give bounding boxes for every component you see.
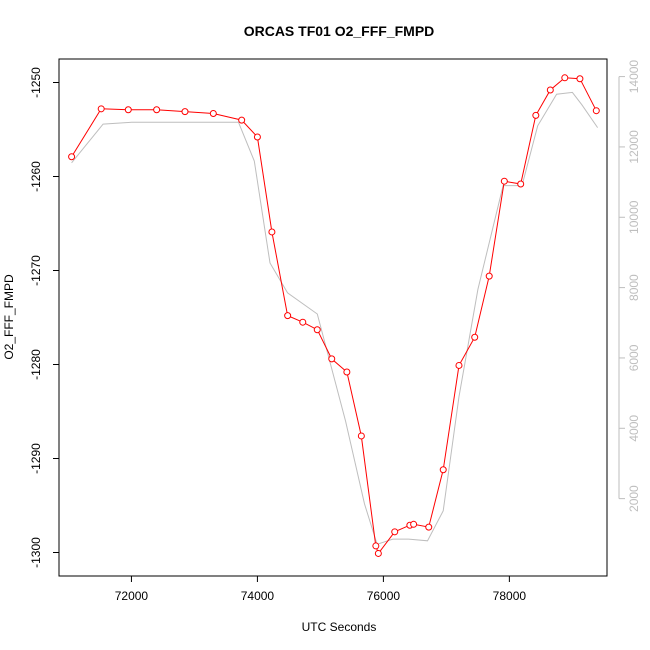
plot-area-frame bbox=[58, 58, 608, 577]
y-axis: -1250 -1260 -1270 -1280 -1290 -1300 bbox=[29, 67, 59, 568]
y-tick-label: -1280 bbox=[29, 349, 43, 380]
series-layer bbox=[68, 74, 600, 557]
y2-tick-label: 10000 bbox=[627, 200, 641, 234]
data-point bbox=[576, 75, 584, 83]
y-tick-label: -1250 bbox=[29, 67, 43, 98]
data-point bbox=[425, 523, 433, 531]
y2-tick-label: 14000 bbox=[627, 60, 641, 94]
data-point bbox=[372, 542, 380, 550]
data-point bbox=[410, 520, 418, 528]
y-tick-label: -1260 bbox=[29, 161, 43, 192]
x-axis-label: UTC Seconds bbox=[302, 620, 377, 634]
data-point bbox=[592, 107, 600, 115]
y-tick-label: -1300 bbox=[29, 537, 43, 568]
data-point bbox=[357, 432, 365, 440]
x-tick-label: 76000 bbox=[367, 589, 401, 603]
data-point bbox=[471, 333, 479, 341]
data-point bbox=[299, 318, 307, 326]
x-axis: 72000 74000 76000 78000 bbox=[115, 576, 527, 603]
data-point bbox=[209, 110, 217, 118]
secondary-y-axis: 2000 4000 6000 8000 10000 12000 14000 bbox=[618, 60, 641, 512]
data-point bbox=[181, 108, 189, 116]
y2-tick-label: 6000 bbox=[627, 344, 641, 371]
data-point bbox=[374, 549, 382, 557]
data-point bbox=[328, 355, 336, 363]
data-point bbox=[439, 466, 447, 474]
data-point bbox=[97, 105, 105, 113]
data-point bbox=[124, 106, 132, 114]
data-point bbox=[546, 86, 554, 94]
y2-tick-label: 12000 bbox=[627, 130, 641, 164]
data-point bbox=[253, 133, 261, 141]
data-point bbox=[485, 272, 493, 280]
data-point bbox=[284, 312, 292, 320]
secondary-series-line bbox=[71, 91, 599, 545]
data-point bbox=[517, 180, 525, 188]
data-point bbox=[238, 116, 246, 124]
x-tick-label: 78000 bbox=[493, 589, 527, 603]
y-axis-label: O2_FFF_FMPD bbox=[2, 274, 16, 360]
chart-title: ORCAS TF01 O2_FFF_FMPD bbox=[244, 23, 435, 39]
data-point bbox=[561, 74, 569, 82]
data-point bbox=[68, 153, 76, 161]
y2-tick-label: 2000 bbox=[627, 485, 641, 512]
y-tick-label: -1270 bbox=[29, 255, 43, 286]
x-tick-label: 72000 bbox=[115, 589, 149, 603]
y2-tick-label: 8000 bbox=[627, 274, 641, 301]
data-point bbox=[500, 177, 508, 185]
data-point bbox=[455, 361, 463, 369]
data-point bbox=[268, 228, 276, 236]
x-tick-label: 74000 bbox=[241, 589, 275, 603]
data-point bbox=[153, 106, 161, 114]
primary-series-line bbox=[71, 77, 597, 555]
y-tick-label: -1290 bbox=[29, 443, 43, 474]
data-point bbox=[391, 528, 399, 536]
data-point bbox=[343, 368, 351, 376]
data-point bbox=[532, 111, 540, 119]
y2-tick-label: 4000 bbox=[627, 415, 641, 442]
data-point bbox=[313, 326, 321, 334]
